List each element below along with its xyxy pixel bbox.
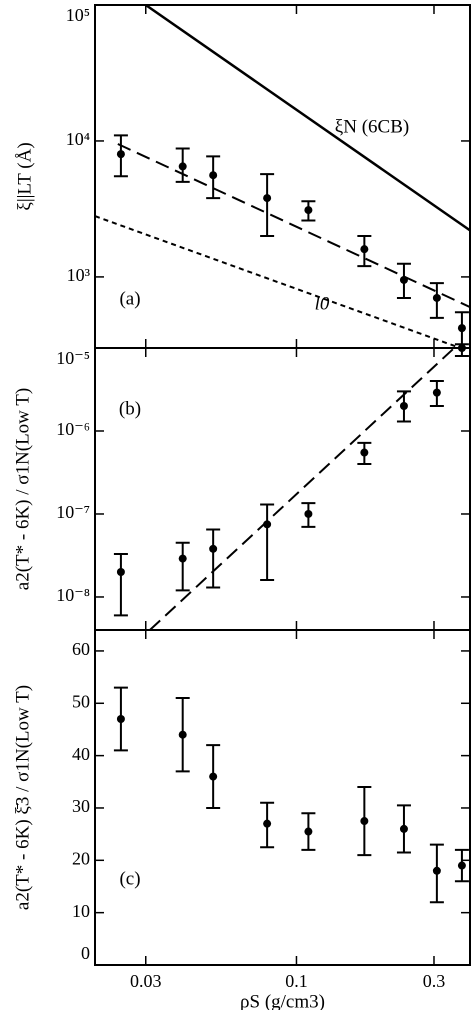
point — [304, 509, 313, 518]
fit-line — [117, 143, 470, 308]
x-tick-label: 0.3 — [423, 971, 446, 991]
y-tick-label: 0 — [81, 943, 90, 963]
error-bar — [206, 528, 221, 589]
x-axis-label: ρS (g/cm3) — [240, 991, 325, 1010]
y-tick-label: 10⁻⁶ — [56, 419, 90, 439]
point — [399, 275, 408, 284]
x-tick-label: 0.1 — [285, 971, 308, 991]
y-tick-label: 10⁴ — [66, 129, 90, 149]
point — [209, 171, 218, 180]
y-axis-label: ξ||LT (Å) — [14, 142, 35, 210]
y-tick-label: 10⁵ — [66, 5, 90, 25]
point — [399, 402, 408, 411]
x-tick-label: 0.03 — [130, 971, 162, 991]
y-tick-label: 30 — [72, 796, 90, 816]
error-bar — [113, 552, 128, 617]
point — [178, 554, 187, 563]
fit-line — [145, 5, 470, 232]
point — [432, 866, 441, 875]
y-tick-label: 40 — [72, 744, 90, 764]
point — [116, 567, 125, 576]
point — [432, 293, 441, 302]
annotation: (a) — [119, 288, 140, 309]
y-tick-label: 10⁻⁷ — [56, 502, 90, 522]
point — [399, 824, 408, 833]
y-tick-label: 60 — [72, 639, 90, 659]
point — [263, 819, 272, 828]
point — [304, 827, 313, 836]
y-tick-label: 10 — [72, 901, 90, 921]
fit-line — [95, 215, 461, 348]
point — [116, 150, 125, 159]
point — [457, 861, 466, 870]
panel-frame — [94, 629, 471, 966]
point — [360, 448, 369, 457]
y-tick-label: 20 — [72, 848, 90, 868]
point — [457, 324, 466, 333]
y-tick-label: 10⁻⁵ — [56, 348, 90, 368]
point — [263, 520, 272, 529]
y-tick-label: 50 — [72, 691, 90, 711]
panel-frame — [94, 347, 471, 631]
fit-line — [149, 348, 456, 630]
point — [209, 772, 218, 781]
point — [457, 344, 466, 352]
annotation: l0 — [315, 293, 330, 314]
point — [116, 714, 125, 723]
error-bar — [260, 503, 275, 582]
y-axis-label: a2(T* - 6K) ξ̄3 / σ1N(Low T) — [12, 685, 33, 910]
point — [209, 544, 218, 553]
point — [360, 245, 369, 254]
annotation: (c) — [119, 868, 140, 889]
annotation: (b) — [119, 398, 141, 419]
error-bar — [175, 541, 190, 592]
y-tick-label: 10⁻⁸ — [56, 585, 90, 605]
y-tick-label: 10³ — [67, 265, 91, 285]
point — [178, 730, 187, 739]
error-bar — [260, 173, 275, 237]
point — [360, 817, 369, 826]
annotation: ξN (6CB) — [335, 116, 409, 137]
panel-frame — [94, 4, 471, 349]
point — [304, 206, 313, 215]
point — [178, 162, 187, 171]
point — [263, 194, 272, 203]
y-axis-label: a2(T* - 6K) / σ1N(Low T) — [12, 388, 33, 590]
point — [432, 388, 441, 397]
